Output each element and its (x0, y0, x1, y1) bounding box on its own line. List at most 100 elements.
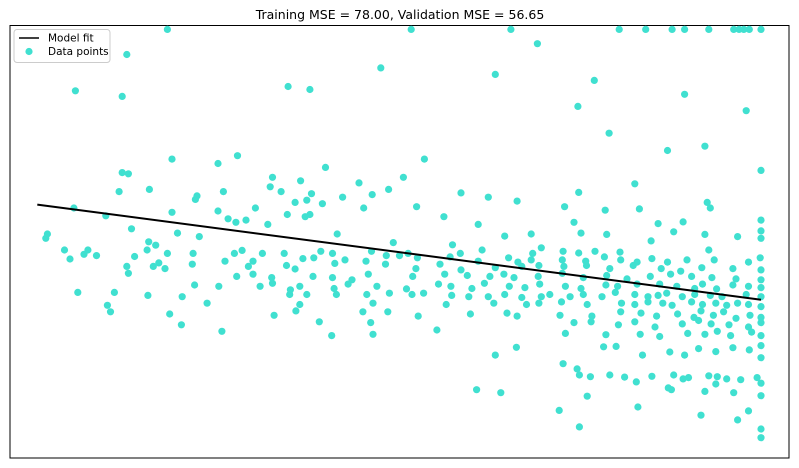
data-point (303, 196, 311, 204)
data-point (555, 406, 563, 414)
data-point (534, 272, 542, 280)
data-point (757, 284, 765, 292)
data-point (688, 272, 696, 280)
data-point (757, 319, 765, 327)
data-point (367, 319, 375, 327)
data-point (131, 252, 139, 261)
data-point (382, 252, 390, 260)
data-point (606, 265, 614, 273)
data-point (647, 237, 655, 245)
data-point (678, 320, 686, 328)
data-point (123, 262, 131, 270)
data-point (317, 247, 325, 255)
data-point (582, 261, 591, 270)
data-point (296, 300, 304, 309)
data-point (757, 166, 765, 174)
data-point (668, 25, 676, 33)
data-point (191, 281, 199, 289)
data-point (214, 159, 222, 168)
data-point (612, 342, 620, 350)
data-point (732, 275, 740, 283)
data-point (315, 318, 323, 326)
data-point (559, 247, 567, 255)
data-point (757, 216, 765, 224)
data-point (321, 163, 330, 171)
data-point (332, 290, 340, 299)
data-point (723, 375, 731, 383)
data-point (270, 311, 278, 319)
data-point (309, 272, 317, 280)
data-point (745, 346, 753, 354)
data-point (395, 252, 404, 260)
data-point (318, 200, 326, 208)
data-point (708, 274, 716, 282)
data-point (283, 210, 291, 219)
data-point (409, 272, 417, 280)
data-point (306, 85, 314, 94)
data-point (144, 291, 152, 299)
model-fit-line (37, 203, 762, 301)
data-point (355, 179, 363, 187)
data-point (730, 25, 738, 33)
data-point (602, 331, 610, 339)
data-point (701, 387, 709, 395)
data-point (369, 330, 377, 338)
data-point (570, 319, 578, 327)
data-point (282, 261, 291, 270)
data-point (729, 281, 737, 289)
data-point (617, 256, 625, 264)
data-point (744, 258, 753, 266)
data-point (503, 309, 511, 317)
data-point (667, 386, 676, 394)
data-point (546, 290, 554, 299)
data-point (659, 299, 667, 307)
data-point (414, 312, 422, 320)
data-point (706, 204, 714, 212)
data-point (537, 293, 545, 301)
data-point (535, 299, 543, 307)
data-point (221, 257, 229, 265)
data-point (420, 155, 428, 163)
data-point (457, 189, 465, 197)
data-point (713, 373, 721, 381)
data-point (744, 407, 753, 415)
data-point (527, 230, 535, 238)
data-point (756, 254, 764, 262)
data-point (303, 290, 311, 299)
data-point (605, 129, 613, 137)
data-point (513, 312, 521, 320)
data-point (683, 256, 691, 264)
data-point (705, 25, 713, 33)
data-point (603, 230, 611, 238)
data-point (145, 238, 153, 246)
data-point (328, 274, 337, 282)
data-point (556, 311, 564, 319)
data-point (710, 256, 718, 264)
data-point (286, 290, 294, 299)
data-point (369, 299, 377, 307)
data-point (66, 255, 74, 263)
data-point (368, 191, 376, 199)
data-point (757, 266, 765, 274)
data-point (566, 293, 574, 301)
data-point (575, 249, 583, 257)
data-point (757, 332, 765, 340)
data-point (757, 354, 765, 362)
data-point (203, 299, 211, 307)
data-point (106, 308, 115, 316)
data-point (674, 310, 682, 318)
data-point (667, 270, 675, 278)
data-point (709, 311, 718, 319)
plot-area (9, 25, 790, 459)
data-point (678, 293, 686, 301)
data-point (631, 290, 639, 299)
data-point (407, 25, 415, 33)
data-point (753, 374, 761, 382)
data-point (486, 272, 494, 280)
data-point (537, 244, 545, 252)
data-point (621, 373, 629, 381)
data-point (535, 261, 543, 270)
data-point (268, 173, 277, 181)
data-point (124, 269, 132, 277)
data-point (328, 332, 336, 340)
